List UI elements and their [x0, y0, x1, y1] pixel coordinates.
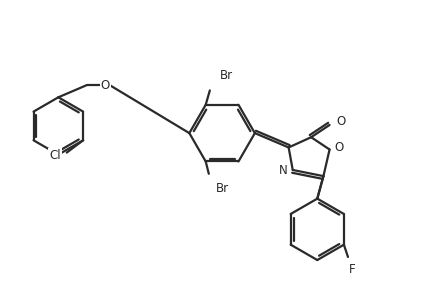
Text: N: N	[278, 164, 287, 178]
Text: Br: Br	[215, 182, 229, 195]
Text: O: O	[334, 141, 343, 154]
Text: O: O	[101, 79, 110, 91]
Text: F: F	[348, 263, 355, 276]
Text: Cl: Cl	[49, 149, 60, 162]
Text: Br: Br	[220, 69, 233, 82]
Text: O: O	[336, 115, 345, 128]
